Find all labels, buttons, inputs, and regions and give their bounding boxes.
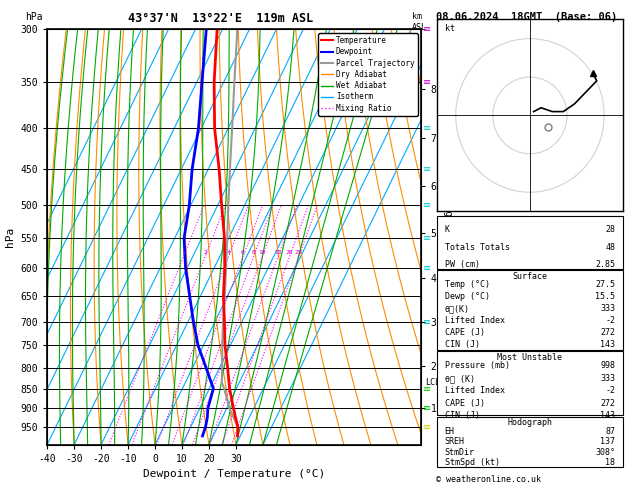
Text: 8: 8	[252, 250, 255, 255]
Text: © weatheronline.co.uk: © weatheronline.co.uk	[436, 475, 541, 484]
Y-axis label: hPa: hPa	[5, 227, 15, 247]
Text: 143: 143	[600, 340, 615, 349]
Text: ≡: ≡	[423, 200, 431, 210]
Bar	[437, 270, 623, 350]
Text: 87: 87	[605, 427, 615, 435]
Text: -2: -2	[605, 386, 615, 396]
Text: Surface: Surface	[513, 272, 547, 281]
Text: 15.5: 15.5	[595, 292, 615, 301]
Text: 28: 28	[605, 225, 615, 234]
Text: ≡: ≡	[423, 233, 431, 243]
Text: 1: 1	[182, 250, 186, 255]
Text: 272: 272	[600, 328, 615, 337]
Text: 43°37'N  13°22'E  119m ASL: 43°37'N 13°22'E 119m ASL	[128, 12, 313, 25]
Text: CAPE (J): CAPE (J)	[445, 328, 484, 337]
Text: -2: -2	[605, 316, 615, 325]
Bar	[437, 216, 623, 269]
Text: CIN (J): CIN (J)	[445, 412, 479, 420]
Text: hPa: hPa	[25, 12, 43, 22]
Text: ≡: ≡	[423, 422, 431, 432]
Text: 333: 333	[600, 374, 615, 383]
Y-axis label: Mixing Ratio (g/kg): Mixing Ratio (g/kg)	[443, 181, 453, 293]
Text: Hodograph: Hodograph	[508, 418, 552, 427]
Text: θᴇ (K): θᴇ (K)	[445, 374, 474, 383]
Bar	[437, 417, 623, 467]
Text: 48: 48	[605, 243, 615, 252]
Legend: Temperature, Dewpoint, Parcel Trajectory, Dry Adiabat, Wet Adiabat, Isotherm, Mi: Temperature, Dewpoint, Parcel Trajectory…	[318, 33, 418, 116]
Text: K: K	[445, 225, 450, 234]
Text: ≡: ≡	[423, 77, 431, 87]
Text: 15: 15	[274, 250, 282, 255]
Text: SREH: SREH	[445, 437, 465, 446]
Text: kt: kt	[445, 24, 455, 33]
Text: Pressure (mb): Pressure (mb)	[445, 362, 509, 370]
Text: 308°: 308°	[595, 448, 615, 456]
Text: Lifted Index: Lifted Index	[445, 386, 504, 396]
Text: 143: 143	[600, 412, 615, 420]
Text: CAPE (J): CAPE (J)	[445, 399, 484, 408]
Text: 2.85: 2.85	[595, 260, 615, 269]
Text: Temp (°C): Temp (°C)	[445, 280, 489, 289]
Text: LCL: LCL	[425, 378, 440, 387]
Text: 272: 272	[600, 399, 615, 408]
Text: ≡: ≡	[423, 263, 431, 274]
Text: StmSpd (kt): StmSpd (kt)	[445, 458, 499, 467]
Text: CIN (J): CIN (J)	[445, 340, 479, 349]
Text: km
ASL: km ASL	[412, 12, 427, 32]
Text: StmDir: StmDir	[445, 448, 474, 456]
Text: θᴇ(K): θᴇ(K)	[445, 304, 470, 313]
Bar	[437, 351, 623, 415]
Text: 08.06.2024  18GMT  (Base: 06): 08.06.2024 18GMT (Base: 06)	[436, 12, 617, 22]
Text: 2: 2	[203, 250, 207, 255]
Text: 137: 137	[600, 437, 615, 446]
Text: ≡: ≡	[423, 24, 431, 34]
Text: Most Unstable: Most Unstable	[498, 353, 562, 362]
Text: Dewp (°C): Dewp (°C)	[445, 292, 489, 301]
Text: 18: 18	[605, 458, 615, 467]
Text: Lifted Index: Lifted Index	[445, 316, 504, 325]
Text: 20: 20	[286, 250, 293, 255]
Text: ≡: ≡	[423, 316, 431, 327]
Text: PW (cm): PW (cm)	[445, 260, 479, 269]
Text: 10: 10	[259, 250, 266, 255]
Text: EH: EH	[445, 427, 455, 435]
Text: ≡: ≡	[423, 403, 431, 413]
Text: 4: 4	[226, 250, 230, 255]
Text: ≡: ≡	[423, 123, 431, 134]
X-axis label: Dewpoint / Temperature (°C): Dewpoint / Temperature (°C)	[143, 469, 325, 479]
Text: 25: 25	[295, 250, 303, 255]
Text: 6: 6	[241, 250, 245, 255]
Text: 998: 998	[600, 362, 615, 370]
Text: ≡: ≡	[423, 383, 431, 394]
Text: 333: 333	[600, 304, 615, 313]
Text: ≡: ≡	[423, 164, 431, 174]
Text: Totals Totals: Totals Totals	[445, 243, 509, 252]
Text: 27.5: 27.5	[595, 280, 615, 289]
